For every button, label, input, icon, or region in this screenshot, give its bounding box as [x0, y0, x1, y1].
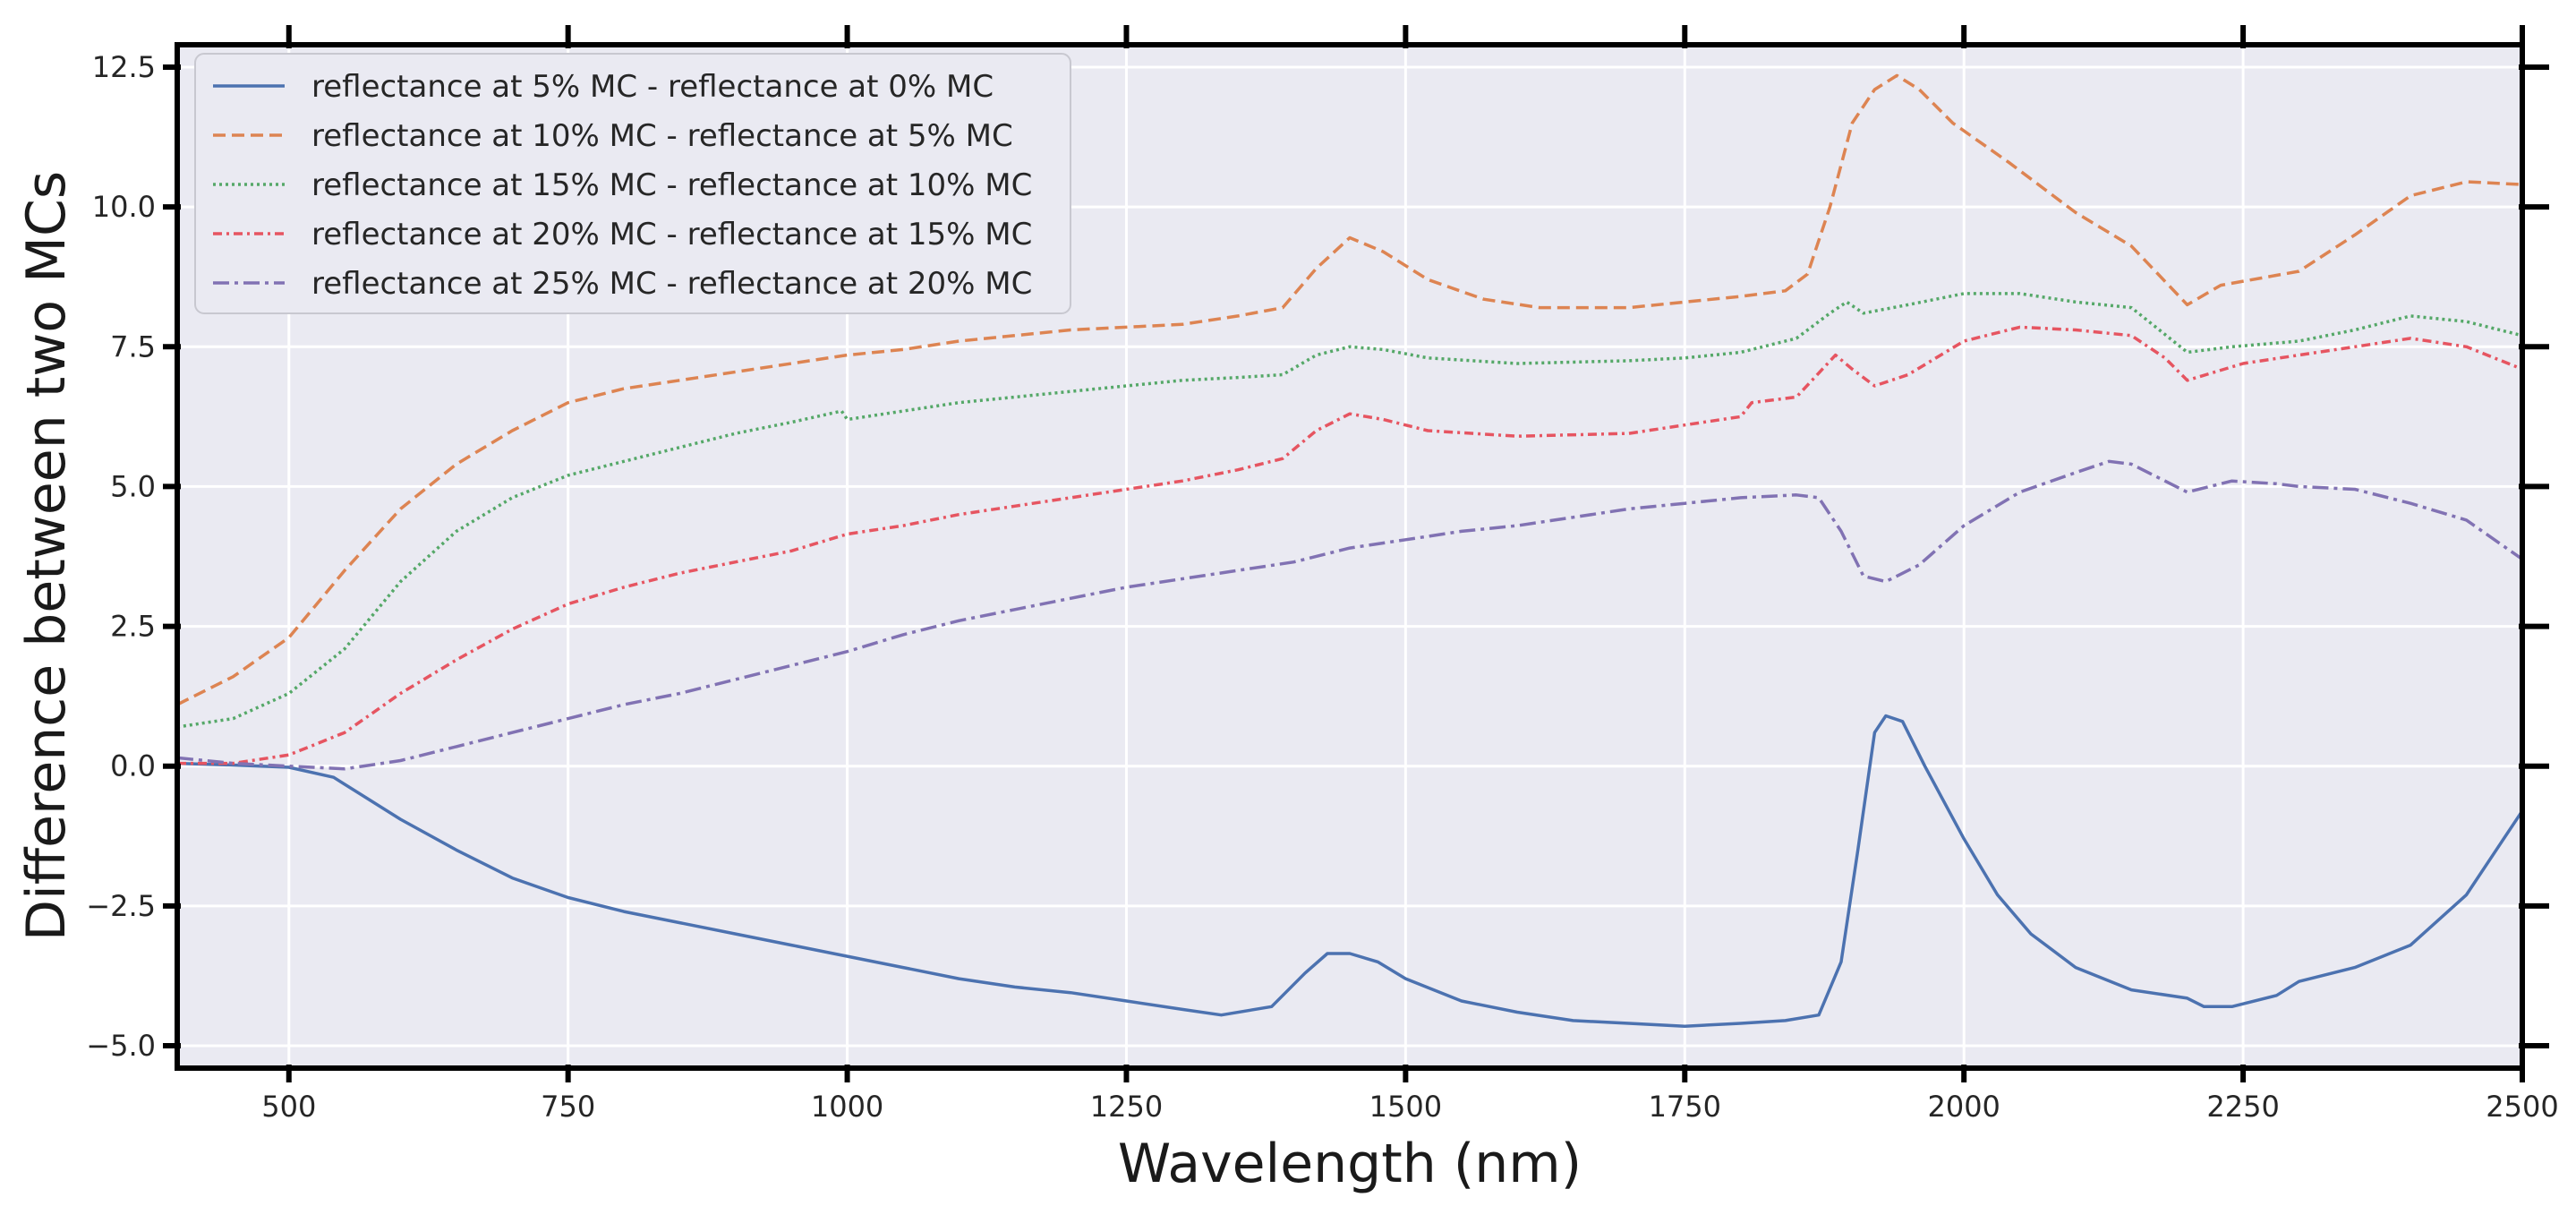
x-tick-label: 2000: [1927, 1090, 2000, 1124]
legend: reflectance at 5% MC - reflectance at 0%…: [194, 53, 1071, 314]
series-line-2: [176, 73, 2523, 706]
legend-label-2: reflectance at 10% MC - reflectance at 5…: [311, 118, 1013, 154]
legend-label-4: reflectance at 20% MC - reflectance at 1…: [311, 217, 1032, 252]
series-lines: [176, 73, 2524, 1028]
y-tick-label: 10.0: [92, 190, 156, 224]
legend-label-3: reflectance at 15% MC - reflectance at 1…: [311, 167, 1032, 203]
x-tick-label: 2500: [2486, 1090, 2558, 1124]
legend-label-1: reflectance at 5% MC - reflectance at 0%…: [311, 69, 994, 105]
x-axis-label: Wavelength (nm): [1118, 1133, 1582, 1195]
y-axis-label: Difference between two MCs: [15, 171, 78, 941]
y-tick-label: −2.5: [86, 889, 156, 923]
y-tick-label: 0.0: [110, 749, 156, 783]
x-tick-label: 500: [261, 1090, 316, 1124]
series-line-5: [176, 459, 2524, 771]
x-tick-label: 1250: [1090, 1090, 1163, 1124]
axis-ticks: [163, 25, 2549, 1082]
y-tick-label: 5.0: [110, 469, 156, 503]
legend-label-5: reflectance at 25% MC - reflectance at 2…: [311, 266, 1032, 302]
legend-box: [194, 53, 1071, 314]
x-tick-label: 1500: [1369, 1090, 1442, 1124]
x-tick-label: 750: [541, 1090, 595, 1124]
series-line-1: [176, 714, 2524, 1028]
x-tick-label: 1750: [1649, 1090, 1721, 1124]
y-tick-label: 2.5: [110, 610, 156, 644]
x-axis-tick-labels: 500 750 1000 1250 1500 1750 2000 2250 2500: [261, 1090, 2558, 1124]
y-tick-label: 7.5: [110, 329, 156, 364]
y-tick-label: 12.5: [92, 50, 156, 84]
x-tick-label: 1000: [811, 1090, 883, 1124]
y-tick-label: −5.0: [86, 1029, 156, 1063]
plot-frame: [175, 42, 2525, 1071]
y-axis-tick-labels: −5.0 −2.5 0.0 2.5 5.0 7.5 10.0 12.5: [86, 50, 156, 1063]
x-tick-label: 2250: [2206, 1090, 2279, 1124]
